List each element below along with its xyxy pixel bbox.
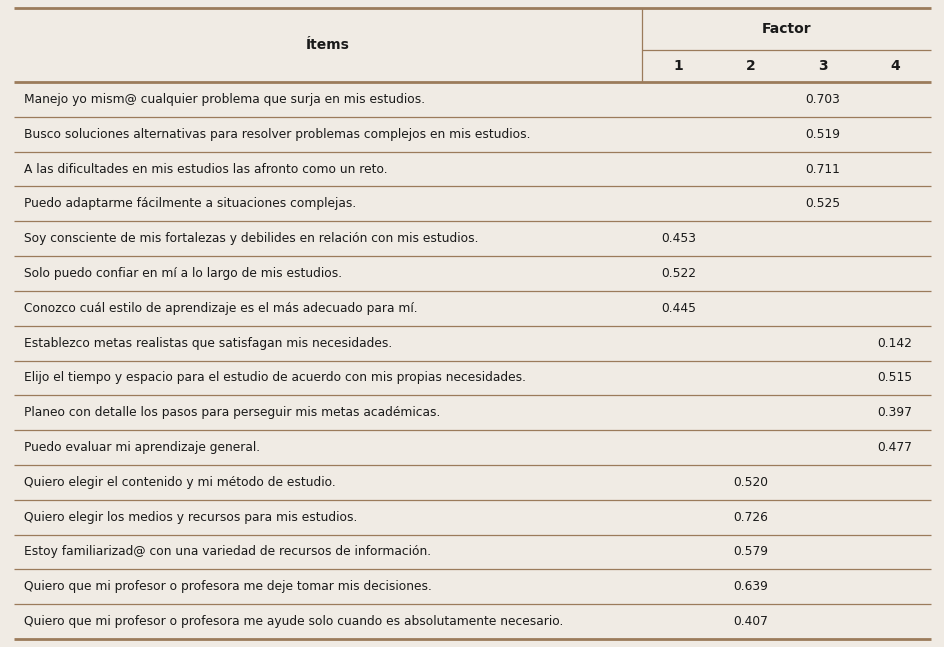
Text: Manejo yo mism@ cualquier problema que surja en mis estudios.: Manejo yo mism@ cualquier problema que s… xyxy=(24,93,425,106)
Text: Factor: Factor xyxy=(761,22,811,36)
Text: 0.397: 0.397 xyxy=(877,406,911,419)
Text: 0.726: 0.726 xyxy=(733,510,767,523)
Text: 0.515: 0.515 xyxy=(876,371,912,384)
Text: Soy consciente de mis fortalezas y debilides en relación con mis estudios.: Soy consciente de mis fortalezas y debil… xyxy=(24,232,478,245)
Text: Quiero elegir el contenido y mi método de estudio.: Quiero elegir el contenido y mi método d… xyxy=(24,476,335,489)
Text: 0.525: 0.525 xyxy=(804,197,839,210)
Text: 0.407: 0.407 xyxy=(733,615,767,628)
Text: Solo puedo confiar en mí a lo largo de mis estudios.: Solo puedo confiar en mí a lo largo de m… xyxy=(24,267,342,280)
Text: 2: 2 xyxy=(745,59,754,73)
Text: Planeo con detalle los pasos para perseguir mis metas académicas.: Planeo con detalle los pasos para perseg… xyxy=(24,406,440,419)
Text: 0.711: 0.711 xyxy=(804,162,839,175)
Text: 0.453: 0.453 xyxy=(660,232,695,245)
Text: Quiero elegir los medios y recursos para mis estudios.: Quiero elegir los medios y recursos para… xyxy=(24,510,357,523)
Text: Quiero que mi profesor o profesora me deje tomar mis decisiones.: Quiero que mi profesor o profesora me de… xyxy=(24,580,431,593)
Text: 4: 4 xyxy=(889,59,899,73)
Text: Establezco metas realistas que satisfagan mis necesidades.: Establezco metas realistas que satisfaga… xyxy=(24,336,392,349)
Text: 0.519: 0.519 xyxy=(804,127,839,140)
Text: Ítems: Ítems xyxy=(306,38,349,52)
Text: 0.520: 0.520 xyxy=(733,476,767,489)
Text: Estoy familiarizad@ con una variedad de recursos de información.: Estoy familiarizad@ con una variedad de … xyxy=(24,545,430,558)
Text: 0.639: 0.639 xyxy=(733,580,767,593)
Text: 0.445: 0.445 xyxy=(660,302,695,315)
Text: 0.579: 0.579 xyxy=(733,545,767,558)
Text: 0.522: 0.522 xyxy=(660,267,695,280)
Text: A las dificultades en mis estudios las afronto como un reto.: A las dificultades en mis estudios las a… xyxy=(24,162,387,175)
Text: Busco soluciones alternativas para resolver problemas complejos en mis estudios.: Busco soluciones alternativas para resol… xyxy=(24,127,530,140)
Text: Conozco cuál estilo de aprendizaje es el más adecuado para mí.: Conozco cuál estilo de aprendizaje es el… xyxy=(24,302,417,315)
Text: Elijo el tiempo y espacio para el estudio de acuerdo con mis propias necesidades: Elijo el tiempo y espacio para el estudi… xyxy=(24,371,526,384)
Text: Quiero que mi profesor o profesora me ayude solo cuando es absolutamente necesar: Quiero que mi profesor o profesora me ay… xyxy=(24,615,563,628)
Text: 3: 3 xyxy=(817,59,827,73)
Text: 0.142: 0.142 xyxy=(877,336,911,349)
Text: 1: 1 xyxy=(673,59,683,73)
Text: 0.477: 0.477 xyxy=(877,441,911,454)
Text: 0.703: 0.703 xyxy=(804,93,839,106)
Text: Puedo evaluar mi aprendizaje general.: Puedo evaluar mi aprendizaje general. xyxy=(24,441,260,454)
Text: Puedo adaptarme fácilmente a situaciones complejas.: Puedo adaptarme fácilmente a situaciones… xyxy=(24,197,356,210)
